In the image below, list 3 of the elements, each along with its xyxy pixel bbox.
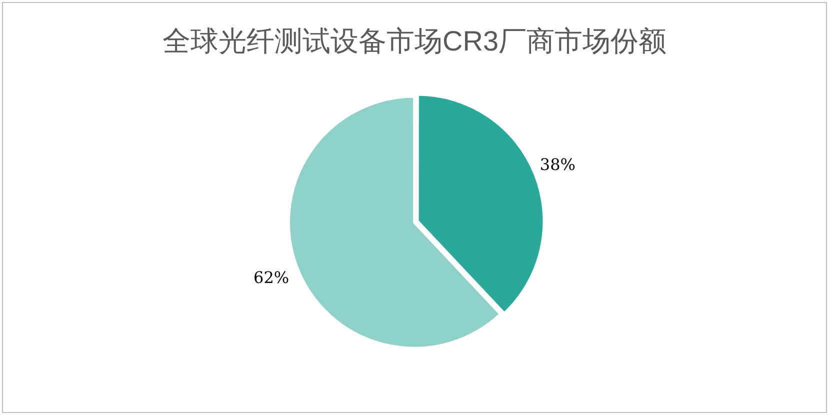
data-label: 62% <box>254 268 290 288</box>
chart-title: 全球光纤测试设备市场CR3厂商市场份额 <box>162 26 667 57</box>
data-label: 38% <box>540 154 576 174</box>
